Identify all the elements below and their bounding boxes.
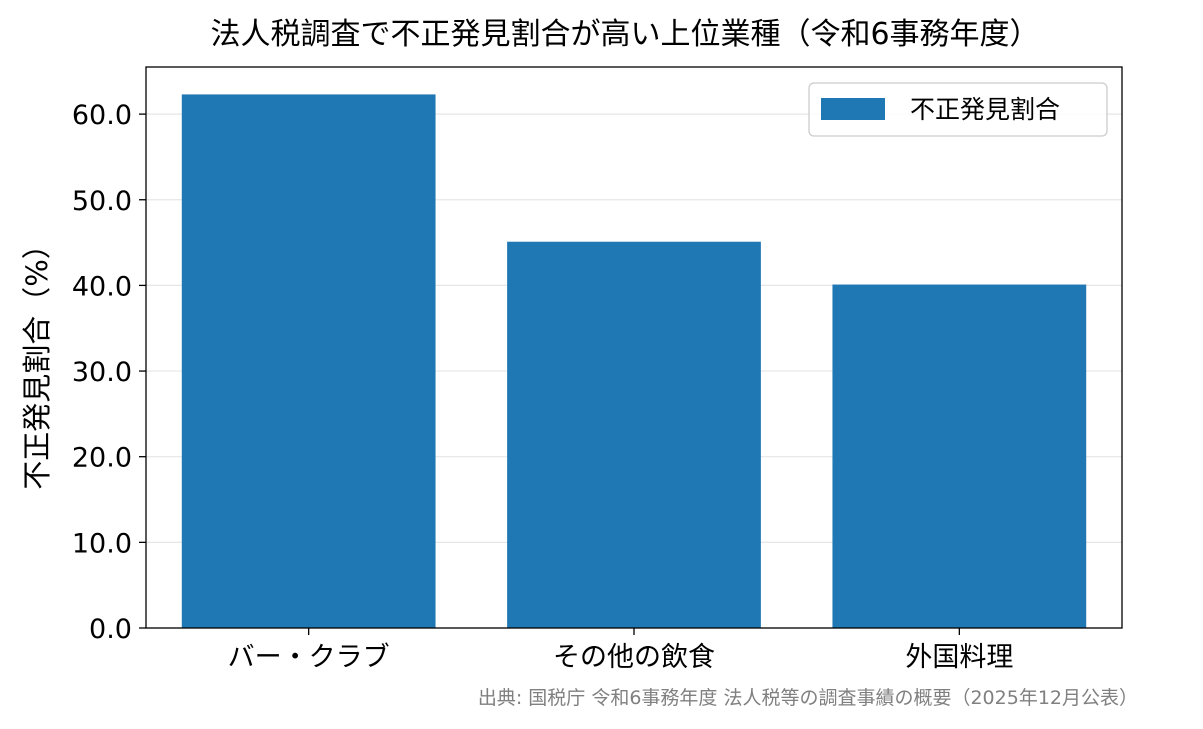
y-axis-label: 不正発見割合（%） — [20, 230, 54, 490]
x-tick-label: バー・クラブ — [228, 642, 390, 673]
bar — [832, 284, 1087, 628]
y-tick-label: 50.0 — [72, 186, 132, 217]
y-tick-label: 20.0 — [72, 443, 132, 474]
legend-label: 不正発見割合 — [910, 95, 1060, 124]
y-tick-label: 40.0 — [72, 271, 132, 302]
x-tick-label: その他の飲食 — [553, 642, 715, 673]
bar — [507, 241, 761, 628]
y-tick-label: 60.0 — [72, 100, 132, 131]
x-axis-ticks: バー・クラブ その他の飲食 外国料理 — [228, 628, 1013, 673]
source-note: 出典: 国税庁 令和6事務年度 法人税等の調査事績の概要（2025年12月公表） — [478, 687, 1138, 709]
x-tick-label: 外国料理 — [905, 642, 1013, 673]
legend: 不正発見割合 — [808, 82, 1108, 137]
bar — [181, 94, 436, 628]
y-tick-label: 10.0 — [72, 528, 132, 559]
y-axis-ticks: 0.0 10.0 20.0 30.0 40.0 50.0 60.0 — [72, 100, 146, 645]
legend-swatch — [821, 98, 885, 120]
chart-title: 法人税調査で不正発見割合が高い上位業種（令和6事務年度） — [210, 17, 1039, 52]
y-tick-label: 30.0 — [72, 357, 132, 388]
y-tick-label: 0.0 — [89, 614, 132, 645]
legend-box — [808, 82, 1108, 137]
bars — [181, 94, 1087, 628]
